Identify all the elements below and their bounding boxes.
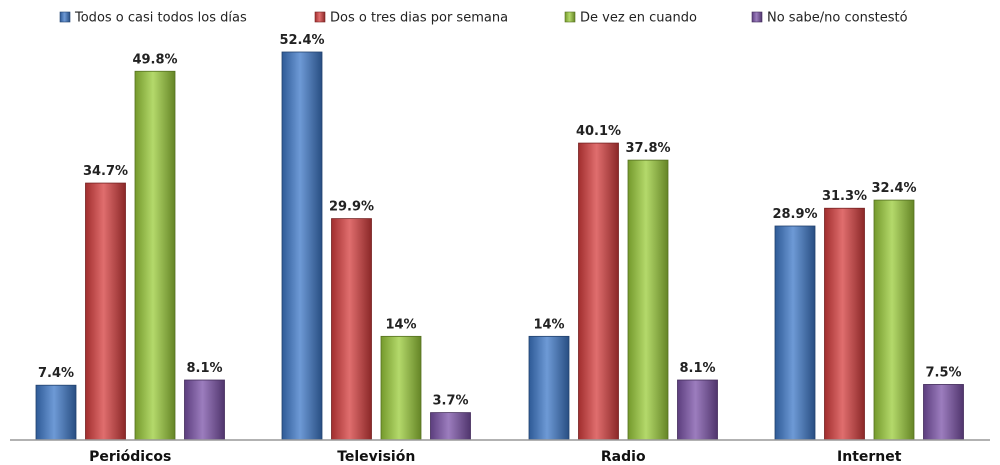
value-label-internet-series-3: 32.4% [871,181,916,196]
category-label-radio: Radio [601,449,646,465]
value-label-periodicos-series-1: 7.4% [38,366,74,381]
category-label-internet: Internet [837,449,902,465]
value-label-radio-series-4: 8.1% [679,361,715,376]
category-labels-group: Periódicos Televisión Radio Internet [89,449,902,465]
legend-label-series-2: Dos o tres dias por semana [330,11,508,26]
legend: Todos o casi todos los días Dos o tres di… [60,11,908,26]
bar-television-series-3 [381,336,421,440]
value-label-television-series-3: 14% [385,317,416,332]
legend-label-series-4: No sabe/no constestó [767,11,908,26]
legend-swatch-series-4 [752,12,762,22]
bar-periodicos-series-2 [86,183,126,440]
legend-label-series-1: Todos o casi todos los días [74,11,247,26]
bar-internet-series-3 [874,200,914,440]
bar-internet-series-4 [924,384,964,440]
bar-television-series-4 [431,413,471,440]
value-label-radio-series-2: 40.1% [576,124,621,139]
category-label-periodicos: Periódicos [89,449,171,465]
bar-internet-series-1 [775,226,815,440]
bar-radio-series-1 [529,336,569,440]
value-label-internet-series-2: 31.3% [822,189,867,204]
bar-radio-series-3 [628,160,668,440]
bar-periodicos-series-1 [36,385,76,440]
bar-periodicos-series-4 [185,380,225,440]
value-label-periodicos-series-2: 34.7% [83,164,128,179]
value-label-radio-series-3: 37.8% [625,141,670,156]
value-labels-group: 7.4% 34.7% 49.8% 8.1% 52.4% 29.9% 14% 3.7% 14% 40… [38,33,962,409]
category-label-television: Televisión [337,449,415,465]
bar-television-series-1 [282,52,322,440]
value-label-internet-series-1: 28.9% [772,207,817,222]
bar-internet-series-2 [825,208,865,440]
value-label-television-series-4: 3.7% [432,394,468,409]
bar-radio-series-2 [579,143,619,440]
bars-group [36,52,964,440]
bar-television-series-2 [332,219,372,440]
value-label-periodicos-series-4: 8.1% [186,361,222,376]
value-label-television-series-2: 29.9% [329,200,374,215]
legend-swatch-series-3 [565,12,575,22]
legend-swatch-series-2 [315,12,325,22]
value-label-radio-series-1: 14% [533,317,564,332]
bar-radio-series-4 [678,380,718,440]
bar-periodicos-series-3 [135,71,175,440]
legend-swatch-series-1 [60,12,70,22]
value-label-periodicos-series-3: 49.8% [132,52,177,67]
value-label-television-series-1: 52.4% [279,33,324,48]
value-label-internet-series-4: 7.5% [925,365,961,380]
legend-label-series-3: De vez en cuando [580,11,697,26]
